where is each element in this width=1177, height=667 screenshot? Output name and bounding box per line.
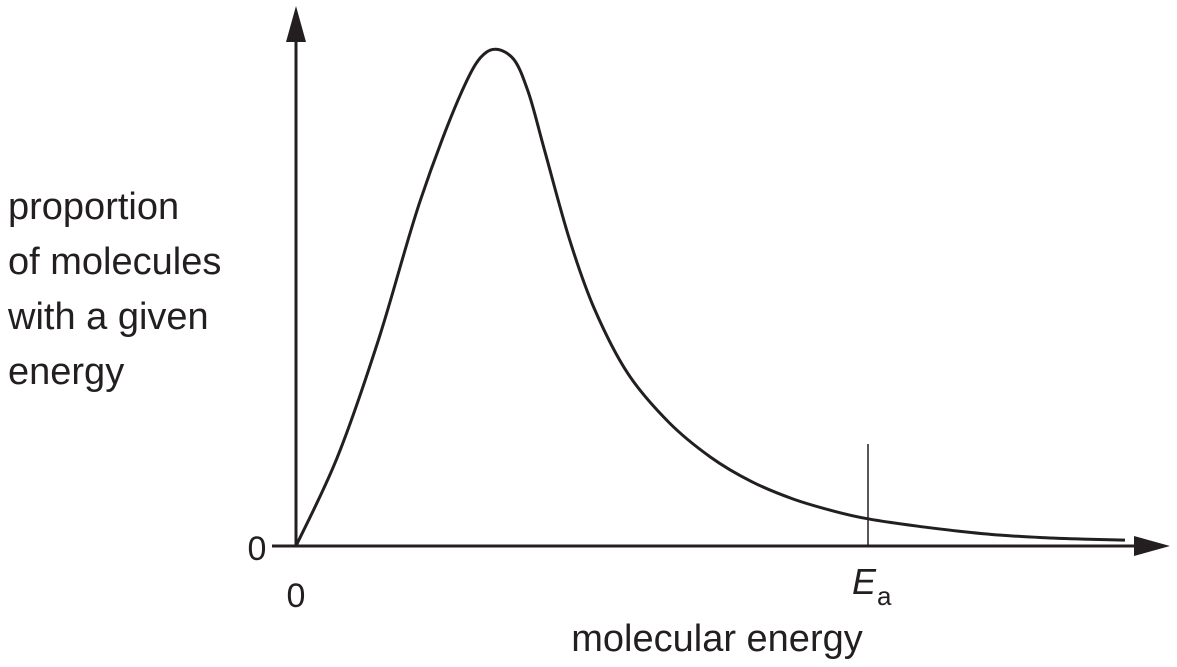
- distribution-curve: [294, 47, 1126, 547]
- activation-energy-subscript: a: [877, 581, 892, 611]
- activation-energy-symbol: E: [852, 561, 877, 602]
- x-origin-label: 0: [287, 577, 306, 615]
- x-axis-arrowhead: [1134, 536, 1170, 556]
- x-axis-label: molecular energy: [571, 618, 862, 660]
- y-axis-label-line-4: energy: [8, 351, 124, 393]
- y-axis-arrowhead: [286, 6, 306, 42]
- y-axis-label-line-3: with a given: [7, 296, 209, 338]
- y-axis-label-line-1: proportion: [8, 186, 179, 228]
- y-axis-label-line-2: of molecules: [8, 241, 221, 283]
- y-origin-label: 0: [248, 530, 267, 568]
